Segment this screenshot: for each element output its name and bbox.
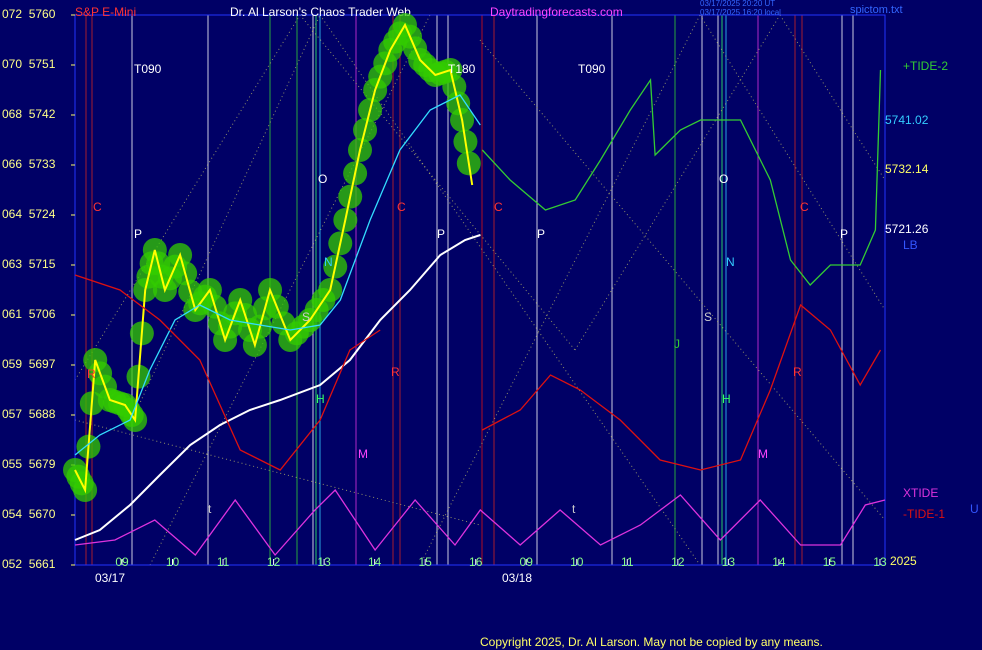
stamp: spictom.txt	[850, 4, 903, 16]
series-line	[74, 234, 481, 541]
y-tick-label: 055 5679	[2, 457, 56, 471]
y-tick-label: 072 5760	[2, 7, 56, 21]
chart-title: Dr. Al Larson's Chaos Trader Web	[230, 5, 411, 19]
y-tick-label: 057 5688	[2, 407, 56, 421]
annotation: P	[134, 227, 142, 241]
series-line	[74, 94, 481, 456]
date-label: 03/17	[95, 571, 125, 585]
annotation: C	[800, 200, 809, 214]
annotation: M	[758, 447, 768, 461]
annotation: J	[674, 337, 680, 351]
annotation: H	[722, 392, 731, 406]
y-tick-label: 063 5715	[2, 257, 56, 271]
x-tick-label: 10	[570, 555, 584, 569]
diagonal	[419, 14, 701, 566]
x-tick-label: 16	[469, 555, 483, 569]
diagonal	[74, 419, 481, 526]
y-tick-label: 059 5697	[2, 357, 56, 371]
x-tick-label: 09	[115, 555, 129, 569]
x-tick-label: 15	[823, 555, 837, 569]
x-tick-label: 15	[418, 555, 432, 569]
annotation: P	[437, 227, 445, 241]
annotation: R	[391, 365, 400, 379]
x-tick-label: 14	[772, 555, 786, 569]
x-tick-label: 13	[722, 555, 736, 569]
annotation: P	[840, 227, 848, 241]
legend-entry: +TIDE-2	[903, 59, 948, 73]
x-tick-label: 11	[621, 555, 634, 569]
diagonal	[149, 14, 431, 566]
series-line	[74, 488, 886, 557]
y-tick-label: 068 5742	[2, 107, 56, 121]
diagonal	[299, 14, 576, 351]
x-tick-label: 12	[267, 555, 281, 569]
annotation: T180	[448, 62, 476, 76]
value-label: 5732.14	[885, 162, 929, 176]
annotation: O	[318, 172, 327, 186]
value-label: U	[970, 502, 979, 516]
annotation: R	[793, 365, 802, 379]
x-tick-label: 09	[520, 555, 534, 569]
date-label: 03/18	[502, 571, 532, 585]
y-tick-label: 052 5661	[2, 557, 56, 571]
date-label: 2025	[890, 554, 917, 568]
annotation: N	[726, 255, 735, 269]
series-line	[74, 274, 882, 471]
y-tick-label: 054 5670	[2, 507, 56, 521]
annotation: R	[87, 367, 96, 381]
annotation: S	[302, 310, 310, 324]
value-label: 5741.02	[885, 113, 929, 127]
x-tick-label: 10	[166, 555, 180, 569]
legend-entry: XTIDE	[903, 486, 938, 500]
annotation: t	[208, 502, 212, 516]
annotation: H	[316, 392, 325, 406]
x-tick-label: 14	[368, 555, 382, 569]
plot-frame	[74, 14, 886, 566]
legend-entry: -TIDE-1	[903, 507, 945, 521]
y-tick-label: 070 5751	[2, 57, 56, 71]
annotation: t	[572, 502, 576, 516]
diagonal	[779, 14, 886, 181]
annotation: T090	[134, 62, 162, 76]
annotation: S	[704, 310, 712, 324]
decorations	[74, 14, 886, 566]
diagonal	[131, 14, 321, 421]
site: Daytradingforecasts.com	[490, 5, 623, 19]
y-tick-label: 066 5733	[2, 157, 56, 171]
annotation: O	[719, 172, 728, 186]
annotation: C	[494, 200, 503, 214]
x-tick-label: 12	[671, 555, 685, 569]
x-tick-label: 11	[217, 555, 230, 569]
stamp: 03/17/2025 16:20 local	[700, 8, 781, 17]
x-tick-label: 13	[873, 555, 887, 569]
copyright: Copyright 2025, Dr. Al Larson. May not b…	[480, 635, 823, 649]
stamp: 03/17/2025 20:20 UT	[700, 0, 775, 8]
annotation: C	[397, 200, 406, 214]
annotation: T090	[578, 62, 606, 76]
series-line	[481, 69, 882, 286]
diagonal	[479, 39, 886, 521]
y-tick-label: 064 5724	[2, 207, 56, 221]
annotation: M	[358, 447, 368, 461]
value-label: LB	[903, 238, 918, 252]
x-tick-label: 13	[317, 555, 331, 569]
value-label: 5721.26	[885, 222, 929, 236]
annotation: N	[324, 255, 333, 269]
annotation: P	[537, 227, 545, 241]
subtitle: S&P E-Mini	[75, 5, 136, 19]
diagonal	[574, 14, 781, 351]
y-tick-label: 061 5706	[2, 307, 56, 321]
annotation: C	[93, 200, 102, 214]
